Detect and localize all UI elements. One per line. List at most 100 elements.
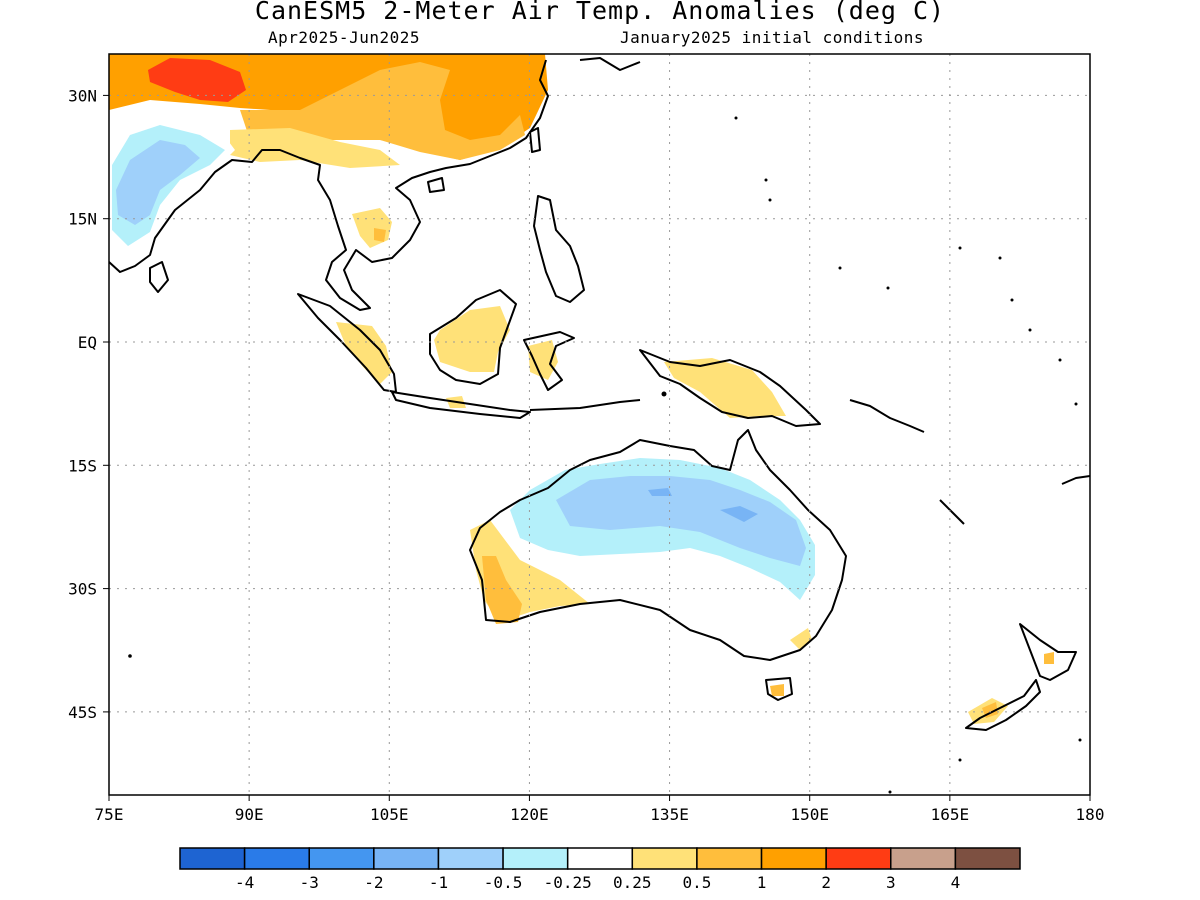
map-gridlines	[109, 54, 1090, 795]
coastline-lesser-sunda	[529, 399, 641, 411]
colorbar-swatch	[373, 847, 440, 870]
colorbar-label: 4	[951, 873, 961, 892]
colorbar-swatch	[760, 847, 827, 870]
colorbar-label: 0.25	[613, 873, 652, 892]
coastline-layer	[109, 57, 1090, 731]
lat-tick-label: 15S	[68, 456, 97, 475]
lat-tick-label: 45S	[68, 703, 97, 722]
forecast-period: Apr2025-Jun2025	[268, 28, 420, 47]
anomaly-region-tasmania-orange	[770, 684, 784, 696]
lat-tick-label: 15N	[68, 210, 97, 229]
anomaly-region-victoria-yellow	[790, 628, 812, 650]
coastline-philippines	[533, 195, 585, 303]
anomaly-region-india-blue	[116, 140, 200, 225]
longitude-axis: 75E 90E 105E 120E 135E 150E 165E 180	[95, 795, 1105, 824]
initial-conditions: January2025 initial conditions	[620, 28, 924, 47]
coastline-tasmania	[765, 677, 793, 701]
anomaly-region-tibet-red	[148, 58, 246, 102]
island-marker	[886, 286, 890, 290]
coastline-nz-north	[1019, 623, 1077, 681]
anomaly-region-australia-darkblue-2	[648, 488, 672, 496]
lon-tick-label: 90E	[235, 805, 264, 824]
map-frame	[108, 53, 1091, 796]
latitude-axis: 30N 15N EQ 15S 30S 45S	[68, 86, 109, 722]
coastline-fiji	[1061, 475, 1090, 485]
island-marker	[1078, 738, 1082, 742]
colorbar-label: 0.5	[682, 873, 711, 892]
island-marker	[1058, 358, 1062, 362]
anomaly-region-australia-darkblue	[720, 506, 758, 522]
colorbar-label: 3	[886, 873, 896, 892]
island-marker	[661, 391, 667, 397]
island-marker	[958, 246, 962, 250]
colorbar-swatch	[243, 847, 310, 870]
lon-tick-label: 135E	[650, 805, 689, 824]
coastline-borneo	[429, 289, 517, 385]
lon-tick-label: 180	[1076, 805, 1105, 824]
lat-tick-label: 30S	[68, 580, 97, 599]
lon-tick-label: 150E	[790, 805, 829, 824]
colorbar: -4 -3 -2 -1 -0.5 -0.25 0.25 0.5 1 2 3 4	[179, 847, 1021, 892]
island-marker	[734, 116, 738, 120]
coastline-sulawesi	[523, 331, 575, 391]
small-islands-layer	[128, 116, 1082, 794]
colorbar-label: -3	[300, 873, 319, 892]
island-marker	[768, 198, 772, 202]
island-marker	[128, 654, 132, 658]
colorbar-label: 1	[757, 873, 767, 892]
island-marker	[1028, 328, 1032, 332]
coastline-asia-mainland	[109, 59, 549, 311]
colorbar-swatch	[308, 847, 375, 870]
island-marker	[1010, 298, 1014, 302]
anomaly-region-nz-north-orange	[1044, 652, 1054, 664]
colorbar-label: -4	[235, 873, 254, 892]
island-marker	[998, 256, 1002, 260]
lat-tick-label: 30N	[68, 86, 97, 105]
colorbar-swatch	[890, 847, 957, 870]
coastline-java	[391, 391, 531, 419]
colorbar-swatch	[502, 847, 569, 870]
coastline-australia	[469, 429, 847, 661]
island-marker	[1074, 402, 1078, 406]
island-marker	[764, 178, 768, 182]
colorbar-swatch	[631, 847, 698, 870]
colorbar-swatch	[954, 847, 1021, 870]
coastline-nz-south	[965, 679, 1041, 731]
lon-tick-label: 120E	[510, 805, 549, 824]
lon-tick-label: 75E	[95, 805, 124, 824]
coastline-new-guinea	[639, 349, 821, 427]
anomaly-region-indochina-orange	[374, 228, 386, 242]
colorbar-swatch	[566, 847, 634, 870]
anomaly-region-newguinea-yellow	[664, 358, 786, 418]
lon-tick-label: 165E	[931, 805, 970, 824]
colorbar-swatch	[825, 847, 892, 870]
colorbar-swatch	[179, 847, 246, 870]
island-marker	[888, 790, 892, 794]
coastline-hainan	[427, 177, 445, 193]
coastline-sri-lanka	[149, 261, 169, 293]
colorbar-label: -0.25	[544, 873, 592, 892]
anomaly-fill-layer	[109, 54, 1054, 724]
colorbar-label: 2	[821, 873, 831, 892]
coastline-vanuatu	[939, 499, 965, 525]
anomaly-region-wa-orange	[482, 556, 522, 624]
colorbar-swatch	[437, 847, 504, 870]
anomaly-region-australia-blue	[556, 476, 806, 566]
colorbar-label: -2	[364, 873, 383, 892]
lon-tick-label: 105E	[370, 805, 409, 824]
island-marker	[958, 758, 962, 762]
island-marker	[838, 266, 842, 270]
anomaly-region-sumatra-yellow	[336, 322, 392, 384]
anomaly-region-china-south-yellow	[230, 128, 400, 168]
colorbar-label: -0.5	[484, 873, 523, 892]
coastline-taiwan	[529, 127, 541, 153]
colorbar-label: -1	[429, 873, 448, 892]
anomaly-region-sulawesi-yellow	[528, 340, 558, 380]
map-title: CanESM5 2-Meter Air Temp. Anomalies (deg…	[254, 0, 946, 25]
lat-tick-label: EQ	[78, 333, 97, 352]
coastline-solomons	[849, 399, 925, 433]
colorbar-swatch	[696, 847, 763, 870]
anomaly-region-borneo-yellow	[434, 306, 510, 372]
anomaly-region-indochina-yellow	[352, 208, 392, 248]
